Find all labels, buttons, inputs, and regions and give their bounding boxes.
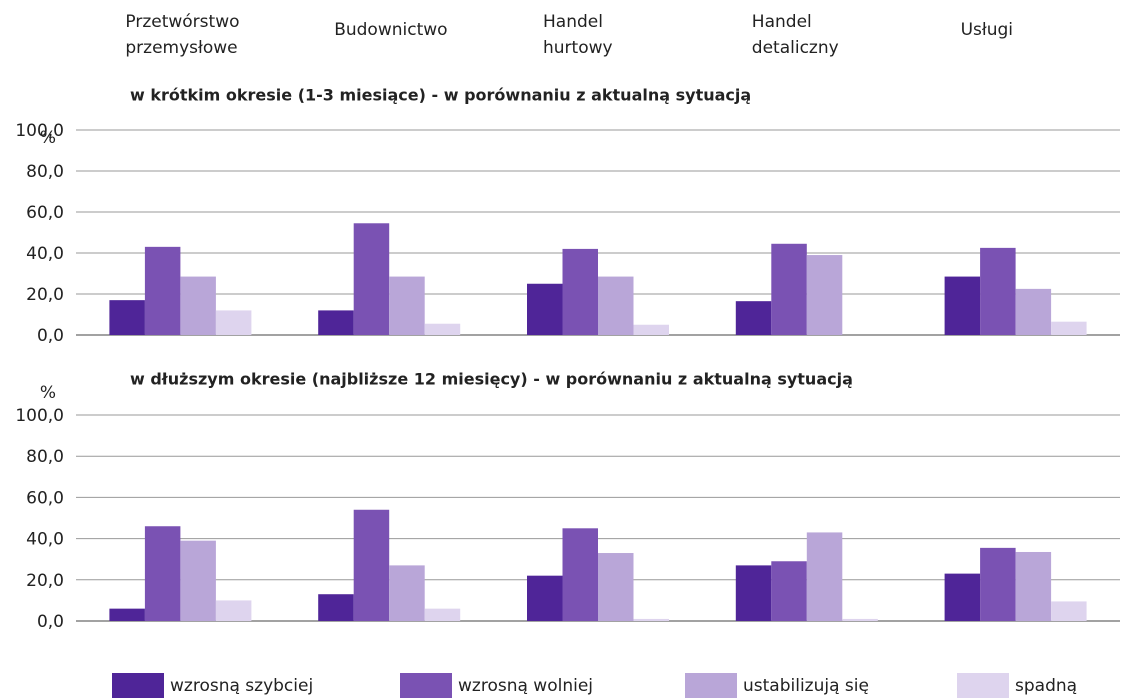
bar [1051, 321, 1087, 335]
category-label: Budownictwo [334, 20, 447, 40]
y-tick-label: 40,0 [26, 244, 64, 264]
bar [180, 276, 216, 335]
bar [1051, 601, 1087, 621]
legend-swatch [957, 673, 1009, 698]
bar [215, 600, 252, 621]
bar [980, 547, 1016, 621]
chart-title: w dłuższym okresie (najbliższe 12 miesię… [130, 370, 853, 389]
legend-label: spadną [1015, 676, 1077, 696]
chart-title: w krótkim okresie (1-3 miesiące) - w por… [130, 86, 751, 105]
y-tick-label: 80,0 [26, 447, 64, 467]
bar [771, 243, 807, 335]
legend-label: ustabilizują się [743, 676, 869, 696]
bar [180, 540, 216, 621]
y-tick-label: 40,0 [26, 530, 64, 550]
bar [562, 528, 598, 621]
bar [562, 248, 598, 335]
bar [598, 553, 634, 621]
bar [109, 300, 145, 335]
bar [1015, 551, 1052, 621]
bar [527, 575, 563, 621]
legend-swatch [685, 673, 737, 698]
bar [944, 276, 981, 335]
y-tick-label: 60,0 [26, 488, 64, 508]
bar [806, 532, 843, 621]
y-tick-label: 100,0 [15, 121, 64, 141]
legend-label: wzrosną szybciej [170, 676, 313, 696]
bar [318, 594, 354, 621]
y-tick-label: 60,0 [26, 203, 64, 223]
legend-label: wzrosną wolniej [458, 676, 593, 696]
bar [735, 565, 772, 621]
y-tick-label: 20,0 [26, 571, 64, 591]
category-label: Handel hurtowy [543, 12, 613, 58]
bar [527, 283, 563, 335]
legend-swatch [400, 673, 452, 698]
y-axis-label: % [40, 128, 56, 148]
y-axis-label: % [40, 383, 56, 403]
bar [389, 565, 425, 621]
bar [771, 561, 807, 621]
y-tick-label: 20,0 [26, 285, 64, 305]
y-tick-label: 80,0 [26, 162, 64, 182]
bar [944, 573, 981, 621]
y-tick-label: 0,0 [37, 326, 64, 346]
bar [842, 618, 878, 621]
bar [353, 509, 390, 621]
bar [424, 323, 461, 335]
bar [806, 255, 843, 335]
bar [353, 223, 390, 335]
category-label: Usługi [961, 20, 1013, 40]
bar [424, 608, 461, 621]
category-label: Handel detaliczny [752, 12, 839, 58]
bar [735, 301, 772, 335]
bar [109, 608, 145, 621]
bar [1015, 288, 1052, 335]
bar [144, 246, 181, 335]
bar [633, 618, 669, 621]
legend-swatch [112, 673, 164, 698]
bar [144, 526, 181, 621]
bar [980, 247, 1016, 335]
category-label: Przetwórstwo przemysłowe [125, 12, 239, 58]
bar [318, 310, 354, 335]
y-tick-label: 100,0 [15, 406, 64, 426]
bar [389, 276, 425, 335]
bar [215, 310, 252, 335]
bar [633, 324, 669, 335]
y-tick-label: 0,0 [37, 612, 64, 632]
bar [598, 276, 634, 335]
